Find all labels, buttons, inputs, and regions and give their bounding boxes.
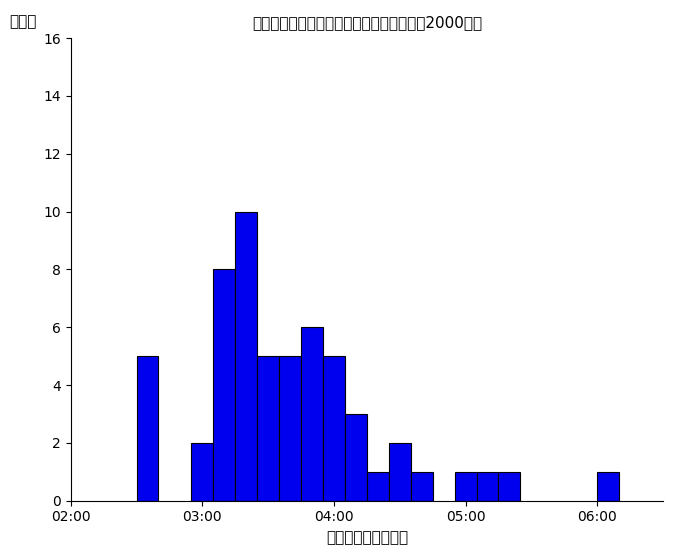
Bar [257, 356, 279, 501]
Bar [455, 472, 477, 501]
Bar [235, 212, 257, 501]
Bar [345, 414, 367, 501]
Bar [477, 472, 498, 501]
Bar [214, 269, 235, 501]
Bar [367, 472, 388, 501]
Bar [323, 356, 345, 501]
Y-axis label: 歌手数: 歌手数 [9, 14, 37, 29]
Bar [411, 472, 433, 501]
Bar [498, 472, 521, 501]
Bar [136, 356, 159, 501]
Title: パフォーマンス時間ごとの歌手数の分布（2000年）: パフォーマンス時間ごとの歌手数の分布（2000年） [252, 15, 482, 30]
Bar [191, 443, 214, 501]
Bar [388, 443, 411, 501]
X-axis label: パフォーマンス時間: パフォーマンス時間 [326, 530, 408, 545]
Bar [597, 472, 619, 501]
Bar [301, 327, 323, 501]
Bar [279, 356, 301, 501]
